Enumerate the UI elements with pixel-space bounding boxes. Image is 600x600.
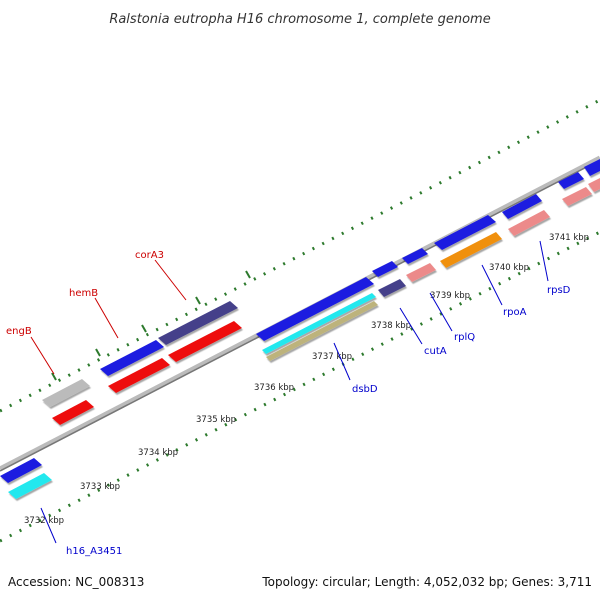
gene-arrow bbox=[502, 194, 542, 219]
gene-arrow bbox=[440, 232, 502, 268]
gene-arrow bbox=[168, 321, 242, 362]
kbp-label: 3738 kbp bbox=[371, 321, 411, 331]
kbp-label: 3739 kbp bbox=[430, 291, 470, 301]
kbp-label: 3732 kbp bbox=[24, 516, 64, 526]
gene-arrow bbox=[8, 473, 52, 499]
gene-arrow bbox=[372, 261, 398, 277]
kbp-labels: 3732 kbp 3733 kbp 3734 kbp 3735 kbp 3736… bbox=[24, 233, 589, 526]
gene-label-rplq[interactable]: rplQ bbox=[454, 332, 475, 343]
kbp-label: 3740 kbp bbox=[489, 263, 529, 273]
topology-text: Topology: circular; Length: 4,052,032 bp… bbox=[261, 575, 592, 589]
kbp-label: 3733 kbp bbox=[80, 482, 120, 492]
gene-arrow bbox=[378, 279, 406, 297]
gene-label-rpsd[interactable]: rpsD bbox=[547, 285, 571, 296]
gene-arrow bbox=[562, 187, 592, 206]
accession-text: Accession: NC_008313 bbox=[8, 575, 144, 589]
gene-label-cora3[interactable]: corA3 bbox=[135, 250, 164, 261]
gene-arrow bbox=[584, 159, 600, 176]
gene-label-hemb[interactable]: hemB bbox=[69, 288, 98, 299]
kbp-label: 3736 kbp bbox=[254, 383, 294, 393]
outer-tick-row bbox=[0, 98, 600, 413]
gene-arrow bbox=[558, 172, 584, 189]
kbp-label: 3741 kbp bbox=[549, 233, 589, 243]
gene-label-rpoa[interactable]: rpoA bbox=[503, 307, 527, 318]
outer-major-ticks bbox=[51, 270, 251, 381]
gene-arrow bbox=[42, 379, 90, 407]
gene-arrow bbox=[588, 178, 600, 192]
gene-features bbox=[0, 159, 600, 499]
gene-arrow bbox=[402, 248, 428, 264]
gene-arrow bbox=[434, 215, 496, 250]
gene-arrow bbox=[52, 400, 94, 425]
gene-arrow bbox=[100, 340, 164, 376]
kbp-label: 3734 kbp bbox=[138, 448, 178, 458]
gene-arrow bbox=[158, 301, 238, 345]
gene-arrow bbox=[108, 358, 170, 393]
gene-arrow bbox=[262, 293, 376, 354]
gene-label-engb[interactable]: engB bbox=[6, 326, 32, 337]
gene-arrow bbox=[256, 277, 374, 341]
gene-arrow bbox=[508, 210, 550, 236]
map-title: Ralstonia eutropha H16 chromosome 1, com… bbox=[109, 12, 490, 27]
gene-arrow bbox=[266, 301, 378, 361]
gene-label-dsbd[interactable]: dsbD bbox=[352, 384, 378, 395]
inner-label-leaders bbox=[40, 240, 549, 544]
gene-label-h16-a3451[interactable]: h16_A3451 bbox=[66, 546, 122, 557]
kbp-label: 3737 kbp bbox=[312, 352, 352, 362]
gene-arrow bbox=[406, 263, 436, 282]
inner-tick-row bbox=[0, 230, 600, 543]
gene-label-cuta[interactable]: cutA bbox=[424, 346, 447, 357]
outer-label-leaders bbox=[30, 259, 187, 375]
gene-arrow bbox=[0, 458, 42, 483]
kbp-label: 3735 kbp bbox=[196, 415, 236, 425]
